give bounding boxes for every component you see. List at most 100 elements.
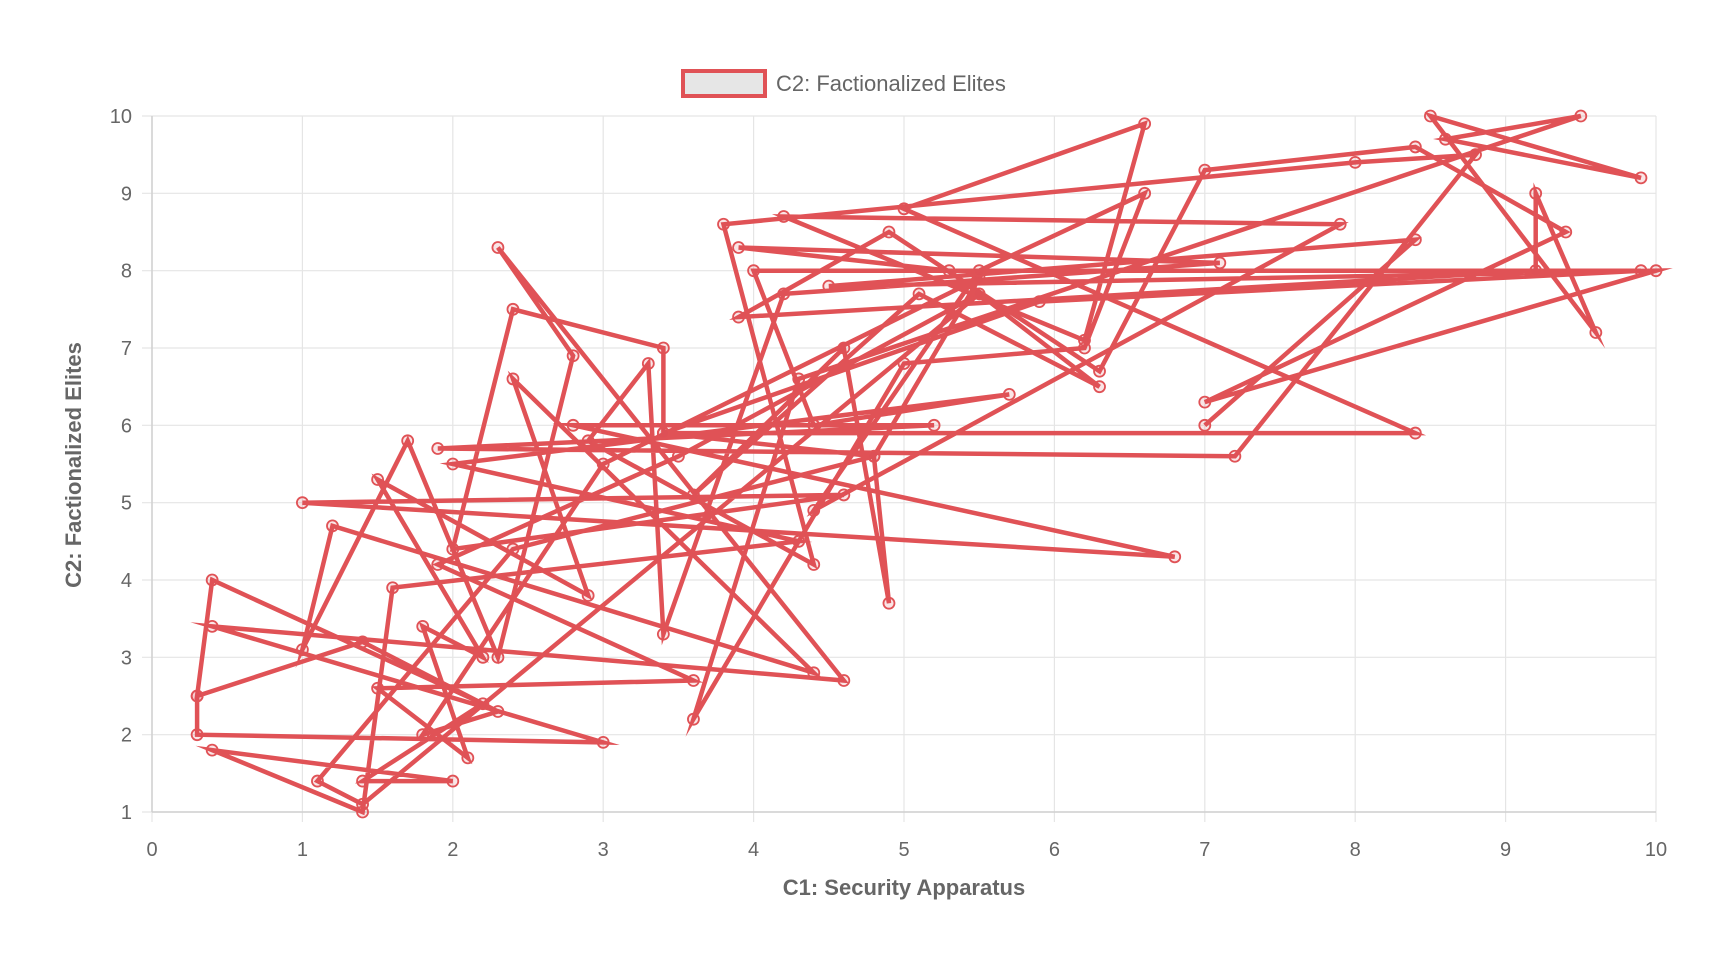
data-point[interactable] — [1529, 264, 1543, 278]
data-point[interactable] — [1559, 225, 1573, 239]
data-point[interactable] — [401, 434, 415, 448]
data-point[interactable] — [807, 418, 821, 432]
data-point[interactable] — [777, 287, 791, 301]
data-point[interactable] — [1408, 426, 1422, 440]
data-point[interactable] — [747, 264, 760, 278]
data-point[interactable] — [837, 674, 851, 687]
data-point[interactable] — [205, 620, 219, 633]
data-point[interactable] — [566, 349, 580, 363]
data-point[interactable] — [1348, 155, 1362, 169]
data-point[interactable] — [1032, 295, 1046, 309]
data-point[interactable] — [1093, 380, 1106, 394]
data-point[interactable] — [1529, 186, 1543, 200]
data-point[interactable] — [792, 534, 806, 548]
data-point[interactable] — [792, 372, 806, 386]
data-point[interactable] — [506, 372, 520, 386]
data-point[interactable] — [491, 705, 505, 718]
data-point[interactable] — [416, 620, 430, 633]
data-point[interactable] — [717, 217, 730, 231]
data-point[interactable] — [1198, 395, 1212, 409]
data-point[interactable] — [656, 627, 670, 641]
data-point[interactable] — [506, 302, 520, 316]
data-point[interactable] — [837, 488, 851, 502]
data-point[interactable] — [822, 279, 836, 293]
data-point[interactable] — [656, 341, 670, 355]
data-point[interactable] — [295, 643, 309, 656]
data-point[interactable] — [1469, 148, 1482, 162]
data-point[interactable] — [506, 542, 520, 556]
data-point[interactable] — [882, 596, 896, 610]
data-point[interactable] — [476, 697, 490, 711]
data-point[interactable] — [927, 418, 941, 432]
data-point[interactable] — [386, 581, 400, 595]
data-point[interactable] — [1168, 550, 1182, 564]
data-point[interactable] — [1213, 256, 1227, 270]
data-point[interactable] — [431, 558, 445, 571]
data-point[interactable] — [205, 743, 219, 757]
data-point[interactable] — [491, 650, 505, 664]
data-point[interactable] — [356, 635, 369, 649]
data-point[interactable] — [732, 310, 745, 324]
data-point[interactable] — [807, 558, 821, 571]
data-point[interactable] — [1408, 140, 1422, 154]
data-point[interactable] — [1078, 341, 1091, 355]
data-point[interactable] — [1634, 171, 1648, 185]
data-point[interactable] — [656, 426, 670, 440]
data-point[interactable] — [581, 434, 595, 448]
data-point[interactable] — [596, 736, 610, 749]
data-point[interactable] — [295, 496, 309, 510]
data-point[interactable] — [461, 751, 475, 765]
data-point[interactable] — [1634, 264, 1648, 278]
data-point[interactable] — [1574, 109, 1588, 123]
data-point[interactable] — [1649, 264, 1663, 278]
data-point[interactable] — [942, 264, 956, 278]
data-point[interactable] — [882, 225, 896, 239]
data-point[interactable] — [867, 449, 881, 463]
data-point[interactable] — [1589, 326, 1603, 339]
legend-label[interactable]: C2: Factionalized Elites — [776, 71, 1006, 96]
data-point[interactable] — [1333, 217, 1347, 231]
data-point[interactable] — [1198, 418, 1212, 432]
data-point[interactable] — [356, 805, 369, 819]
data-point[interactable] — [311, 774, 324, 788]
data-point[interactable] — [687, 488, 700, 502]
data-point[interactable] — [356, 774, 369, 788]
data-point[interactable] — [491, 241, 505, 254]
data-point[interactable] — [446, 774, 460, 788]
data-point[interactable] — [1198, 163, 1212, 177]
data-point[interactable] — [641, 357, 655, 370]
data-point[interactable] — [1093, 364, 1106, 378]
data-point[interactable] — [1138, 186, 1152, 200]
data-point[interactable] — [446, 457, 460, 471]
data-point[interactable] — [732, 241, 745, 254]
data-point[interactable] — [972, 264, 986, 278]
data-point[interactable] — [912, 287, 926, 301]
data-point[interactable] — [581, 589, 595, 602]
legend[interactable]: C2: Factionalized Elites — [681, 69, 1006, 98]
data-point[interactable] — [897, 357, 911, 370]
data-point[interactable] — [416, 728, 430, 742]
data-point[interactable] — [807, 503, 821, 517]
data-point[interactable] — [205, 573, 219, 587]
data-point[interactable] — [1228, 449, 1242, 463]
data-point[interactable] — [1002, 387, 1016, 401]
data-point[interactable] — [672, 449, 685, 463]
data-point[interactable] — [837, 341, 851, 355]
data-point[interactable] — [687, 674, 700, 687]
data-point[interactable] — [596, 457, 610, 471]
data-point[interactable] — [446, 542, 460, 556]
data-point[interactable] — [1408, 233, 1422, 247]
data-point[interactable] — [190, 728, 204, 742]
data-point[interactable] — [476, 650, 490, 664]
data-point[interactable] — [566, 418, 580, 432]
data-point[interactable] — [431, 442, 445, 455]
data-point[interactable] — [190, 689, 204, 703]
data-point[interactable] — [1439, 132, 1452, 146]
data-point[interactable] — [972, 287, 986, 301]
data-point[interactable] — [807, 666, 821, 680]
data-point[interactable] — [897, 202, 911, 216]
data-point[interactable] — [371, 681, 385, 695]
data-point[interactable] — [371, 473, 385, 486]
data-point[interactable] — [777, 210, 791, 223]
data-point[interactable] — [687, 712, 700, 726]
